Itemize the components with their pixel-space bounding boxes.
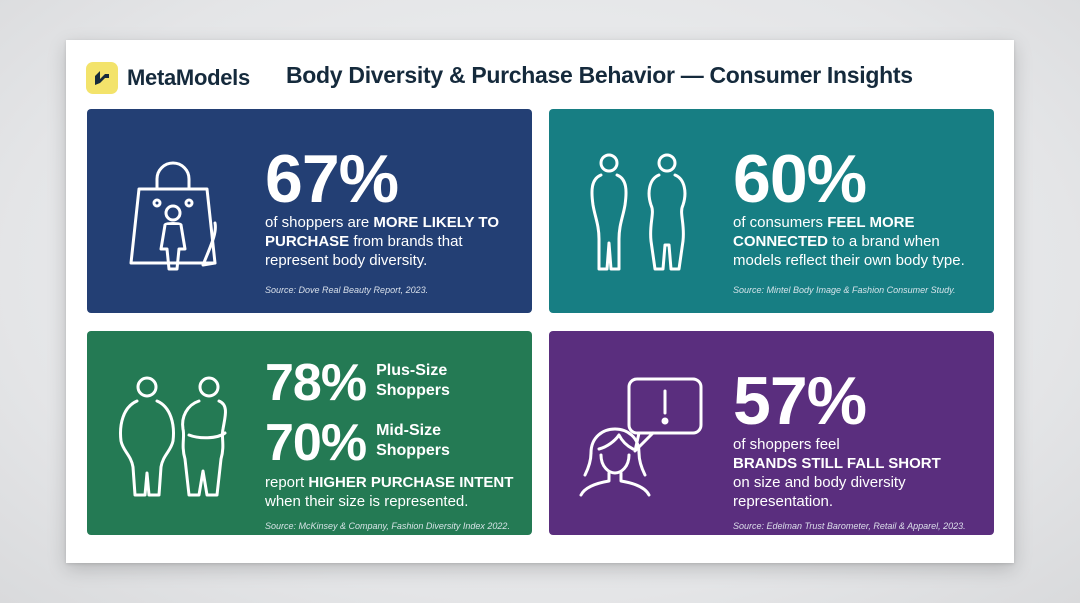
stat-description: report HIGHER PURCHASE INTENT when their… [265, 474, 514, 510]
source-note: Source: McKinsey & Company, Fashion Dive… [265, 521, 510, 531]
stat-description: of shoppers are MORE LIKELY TO PURCHASE … [265, 214, 499, 269]
stat-value: 57% [733, 363, 867, 439]
stat-value: 67% [265, 141, 399, 217]
stat-card-connection: 60% of consumers FEEL MORE CONNECTED to … [549, 109, 994, 313]
stat-card-purchase-likelihood: 67% of shoppers are MORE LIKELY TO PURCH… [87, 109, 532, 313]
source-note: Source: Dove Real Beauty Report, 2023. [265, 285, 429, 295]
woman-speech-bubble-exclamation-icon [579, 377, 703, 497]
stat-label: Plus-Size Shoppers [376, 362, 450, 399]
stat-card-purchase-intent: 78% Plus-Size Shoppers 70% Mid-Size Shop… [87, 331, 532, 535]
stat-description: of shoppers feel BRANDS STILL FALL SHORT… [733, 436, 941, 510]
stat-value: 60% [733, 141, 867, 217]
brand-name: MetaModels [127, 65, 250, 90]
source-note: Source: Mintel Body Image & Fashion Cons… [733, 285, 956, 295]
stat-row-plus-size: 78% Plus-Size Shoppers [265, 357, 476, 409]
stat-card-falling-short: 57% of shoppers feel BRANDS STILL FALL S… [549, 331, 994, 535]
plus-size-figures-icon [119, 376, 227, 497]
stat-description: of consumers FEEL MORE CONNECTED to a br… [733, 214, 965, 269]
logo-icon [86, 62, 118, 94]
page-title: Body Diversity & Purchase Behavior — Con… [286, 62, 913, 88]
stat-value: 78% [265, 354, 367, 412]
shopping-bag-person-icon [129, 161, 217, 271]
two-body-figures-icon [590, 153, 687, 271]
stat-value: 70% [265, 414, 367, 472]
infographic-sheet: MetaModels Body Diversity & Purchase Beh… [66, 40, 1014, 563]
stat-label: Mid-Size Shoppers [376, 422, 450, 459]
header: MetaModels [86, 60, 250, 96]
source-note: Source: Edelman Trust Barometer, Retail … [733, 521, 966, 531]
stat-row-mid-size: 70% Mid-Size Shoppers [265, 417, 476, 469]
